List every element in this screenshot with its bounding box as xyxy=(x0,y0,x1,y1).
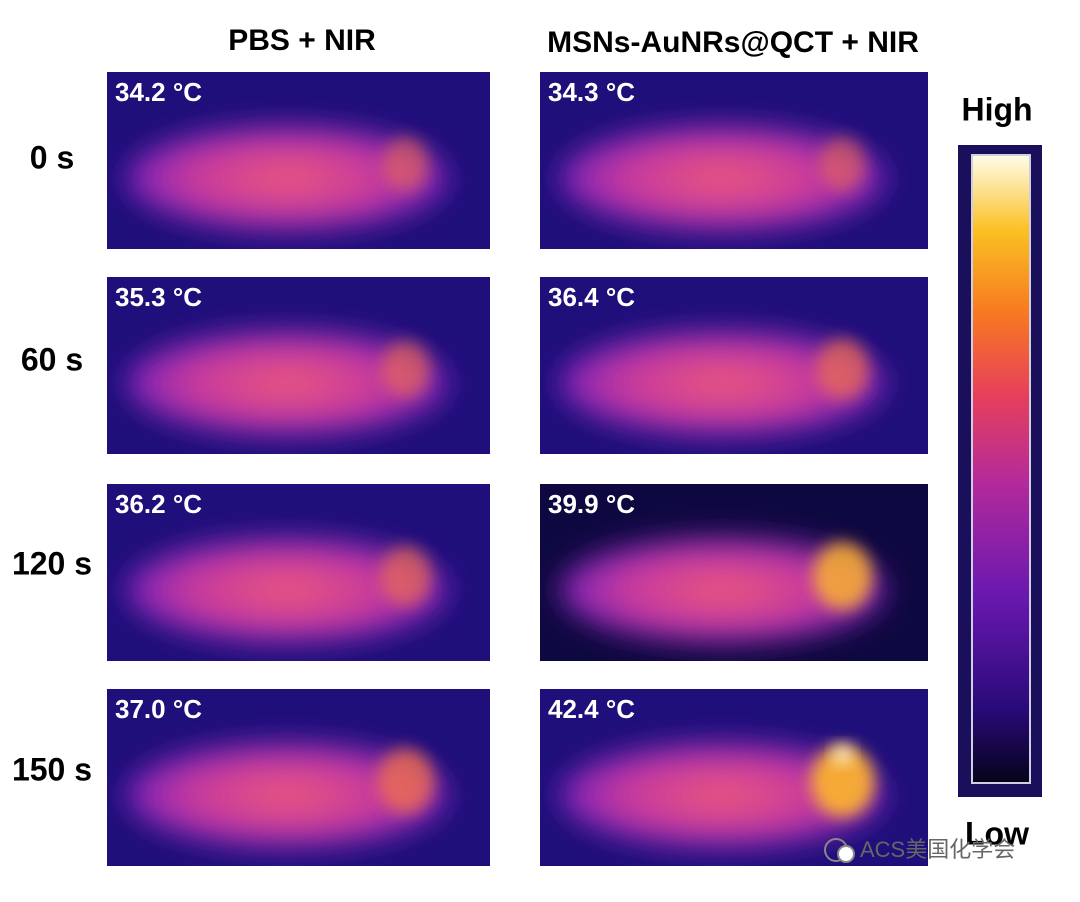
thermal-image xyxy=(107,72,490,249)
hot-spot xyxy=(810,745,875,818)
mouse-body xyxy=(126,330,448,437)
temperature-label: 36.2 °C xyxy=(115,489,202,519)
colorbar-high: High xyxy=(961,91,1032,127)
column-header: MSNs-AuNRs@QCT + NIR xyxy=(547,26,919,59)
thermal-image xyxy=(540,484,928,661)
thermal-image xyxy=(107,689,490,866)
mouse-body xyxy=(559,125,886,232)
mouse-body xyxy=(559,330,886,437)
mouse-body xyxy=(126,742,448,849)
temperature-label: 34.3 °C xyxy=(548,77,635,107)
thermal-image xyxy=(107,484,490,661)
thermal-panels xyxy=(107,72,928,866)
hot-spot xyxy=(380,546,432,606)
hot-spot xyxy=(816,338,870,400)
hot-spot xyxy=(377,748,435,814)
hot-spot xyxy=(382,137,429,191)
thermal-image xyxy=(540,689,928,866)
mouse-body xyxy=(559,742,886,849)
thermal-image xyxy=(107,277,490,454)
temperature-label: 34.2 °C xyxy=(115,77,202,107)
mouse-body xyxy=(126,537,448,644)
thermal-image xyxy=(540,72,928,249)
watermark-text: ACS美国化学会 xyxy=(860,837,1015,862)
temperature-label: 37.0 °C xyxy=(115,694,202,724)
column-header: PBS + NIR xyxy=(228,24,376,57)
peak xyxy=(833,745,852,764)
row-label: 60 s xyxy=(21,341,83,377)
thermal-image xyxy=(540,277,928,454)
hot-spot xyxy=(819,137,866,191)
temperature-label: 39.9 °C xyxy=(548,489,635,519)
temperature-label: 36.4 °C xyxy=(548,282,635,312)
temperature-label: 35.3 °C xyxy=(115,282,202,312)
watermark: ACS美国化学会 xyxy=(824,837,1015,863)
colorbar-low: Low xyxy=(965,815,1029,851)
mouse-body xyxy=(126,125,448,232)
row-label: 120 s xyxy=(12,545,92,581)
mouse-body xyxy=(559,537,886,644)
row-label: 0 s xyxy=(30,139,74,175)
hot-spot xyxy=(812,542,873,610)
colorbar xyxy=(971,154,1031,784)
hot-spot xyxy=(381,340,431,398)
row-label: 150 s xyxy=(12,751,92,787)
temperature-label: 42.4 °C xyxy=(548,694,635,724)
